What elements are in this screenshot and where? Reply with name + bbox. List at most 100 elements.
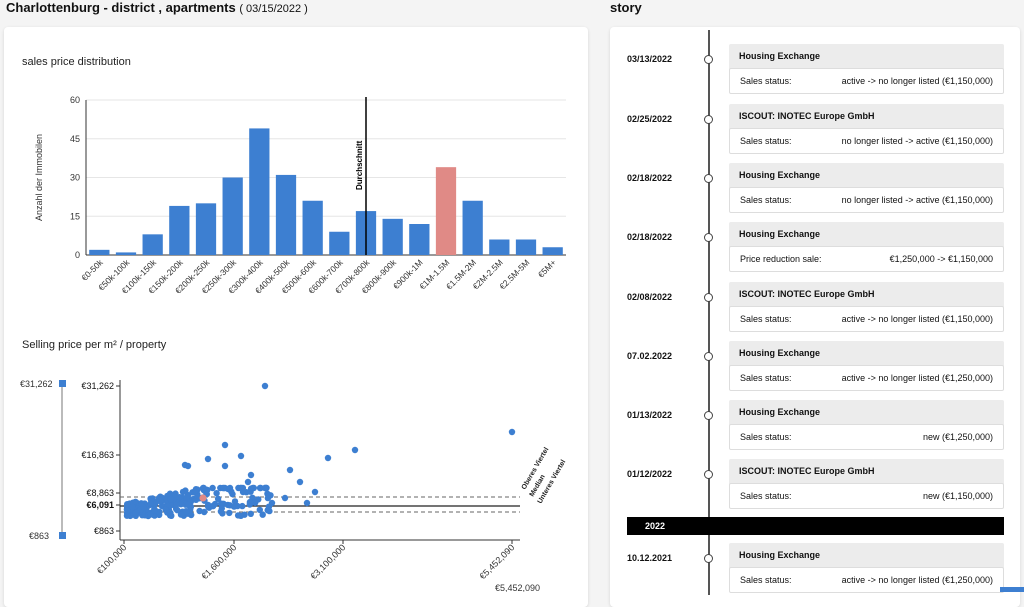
entry-detail: Price reduction sale: €1,250,000 -> €1,15…: [729, 246, 1004, 272]
entry-value: new (€1,250,000): [922, 432, 993, 442]
entry-value: €1,250,000 -> €1,150,000: [889, 254, 993, 264]
y-tick-label: 0: [75, 250, 80, 260]
entry-source: ISCOUT: INOTEC Europe GmbH: [729, 104, 1004, 130]
data-point: [311, 488, 319, 496]
data-point: [239, 502, 246, 510]
y-tick-label: 30: [70, 173, 80, 183]
entry-value: no longer listed -> active (€1,150,000): [841, 195, 993, 205]
bar: [275, 174, 297, 255]
entry-source: ISCOUT: INOTEC Europe GmbH: [729, 459, 1004, 485]
entry-label: Sales status:: [740, 195, 792, 205]
entry-source: Housing Exchange: [729, 222, 1004, 248]
data-point: [286, 466, 294, 474]
data-point: [132, 509, 139, 517]
entry-detail: Sales status: active -> no longer listed …: [729, 365, 1004, 391]
entry-detail: Sales status: active -> no longer listed …: [729, 306, 1004, 332]
data-point: [177, 511, 185, 518]
charts-panel: [4, 27, 588, 607]
bar: [169, 205, 190, 255]
entry-date: 03/13/2022: [627, 54, 673, 64]
data-point: [230, 503, 238, 510]
entry-value: new (€1,150,000): [922, 491, 993, 501]
data-point: [217, 508, 225, 515]
data-point: [246, 498, 254, 506]
data-point: [166, 490, 174, 497]
y-tick-label: €863: [94, 526, 114, 536]
data-point: [296, 478, 304, 486]
data-point: [209, 502, 217, 510]
data-point: [167, 509, 174, 517]
data-point: [179, 488, 187, 496]
highlighted-data-point: [199, 494, 207, 502]
entry-value: active -> no longer listed (€1,250,000): [841, 575, 993, 585]
entry-label: Sales status:: [740, 314, 792, 324]
entry-source: ISCOUT: INOTEC Europe GmbH: [729, 282, 1004, 308]
scroll-indicator[interactable]: [1000, 587, 1024, 592]
timeline-dot: [704, 115, 713, 124]
average-label: Durchschnitt: [355, 140, 364, 190]
timeline-dot: [704, 470, 713, 479]
data-point: [261, 382, 269, 390]
data-point: [256, 506, 263, 514]
data-point: [204, 455, 212, 463]
bar: [462, 200, 483, 255]
bar: [329, 231, 350, 255]
timeline-line: [708, 30, 710, 595]
bar: [249, 128, 270, 255]
data-point: [224, 501, 231, 509]
data-point: [247, 471, 255, 479]
bar: [302, 200, 323, 255]
timeline-dot: [704, 55, 713, 64]
x-tick-label: €5,452,090: [477, 542, 516, 581]
data-point: [237, 452, 245, 460]
data-point: [303, 499, 311, 507]
data-point: [209, 484, 216, 492]
data-point: [196, 507, 203, 515]
data-point: [123, 512, 131, 519]
data-point: [199, 484, 207, 492]
data-point: [214, 495, 222, 502]
bar-chart-title: sales price distribution: [22, 56, 131, 68]
y-tick-label: €16,863: [81, 450, 114, 460]
x-tick-label: €5M+: [536, 257, 558, 279]
range-slider-min-label: €863: [29, 531, 49, 541]
data-point: [228, 488, 235, 495]
bar: [195, 203, 217, 255]
data-point: [266, 507, 273, 515]
data-point: [217, 500, 225, 507]
data-point: [262, 484, 269, 492]
entry-label: Sales status:: [740, 373, 792, 383]
entry-label: Sales status:: [740, 76, 792, 86]
data-point: [213, 490, 220, 497]
entry-value: no longer listed -> active (€1,150,000): [841, 136, 993, 146]
scatter-chart-title: Selling price per m² / property: [22, 339, 167, 351]
data-point: [247, 485, 255, 492]
story-title: story: [610, 0, 642, 15]
data-point: [259, 511, 266, 518]
data-point: [244, 478, 252, 486]
entry-date: 02/18/2022: [627, 232, 673, 242]
timeline-dot: [704, 554, 713, 563]
data-point: [183, 494, 190, 501]
scatter-chart: €31,262 €863 €31,262 €16,863 €8,863 €6,091 €86…: [20, 379, 567, 592]
entry-source: Housing Exchange: [729, 341, 1004, 367]
data-point: [234, 512, 242, 519]
x-tick-label: €100,000: [95, 542, 129, 576]
entry-detail: Sales status: no longer listed -> active …: [729, 187, 1004, 213]
entry-date: 02/25/2022: [627, 114, 673, 124]
entry-detail: Sales status: new (€1,150,000): [729, 483, 1004, 509]
data-point: [151, 507, 158, 514]
y-axis-label: Anzahl der Immobilen: [34, 134, 44, 221]
entry-label: Sales status:: [740, 491, 792, 501]
data-point: [205, 503, 212, 510]
data-point: [162, 506, 169, 513]
year-separator: 2022: [627, 517, 1004, 535]
x-tick-label: €0-50k: [79, 257, 105, 283]
data-point: [231, 498, 239, 505]
data-point: [221, 462, 229, 470]
data-point: [256, 484, 264, 492]
y-tick-label: 45: [70, 134, 80, 144]
data-point: [268, 499, 276, 507]
bar: [489, 239, 510, 255]
